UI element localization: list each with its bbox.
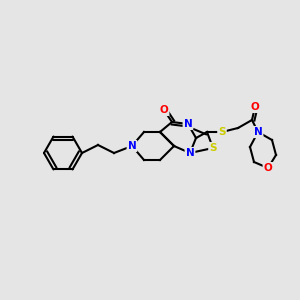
Text: N: N (186, 148, 194, 158)
Text: O: O (250, 102, 260, 112)
Text: N: N (184, 119, 192, 129)
Text: O: O (264, 163, 272, 173)
Text: N: N (128, 141, 136, 151)
Text: O: O (160, 105, 168, 115)
Text: N: N (254, 127, 262, 137)
Text: S: S (218, 127, 226, 137)
Text: S: S (209, 143, 217, 153)
